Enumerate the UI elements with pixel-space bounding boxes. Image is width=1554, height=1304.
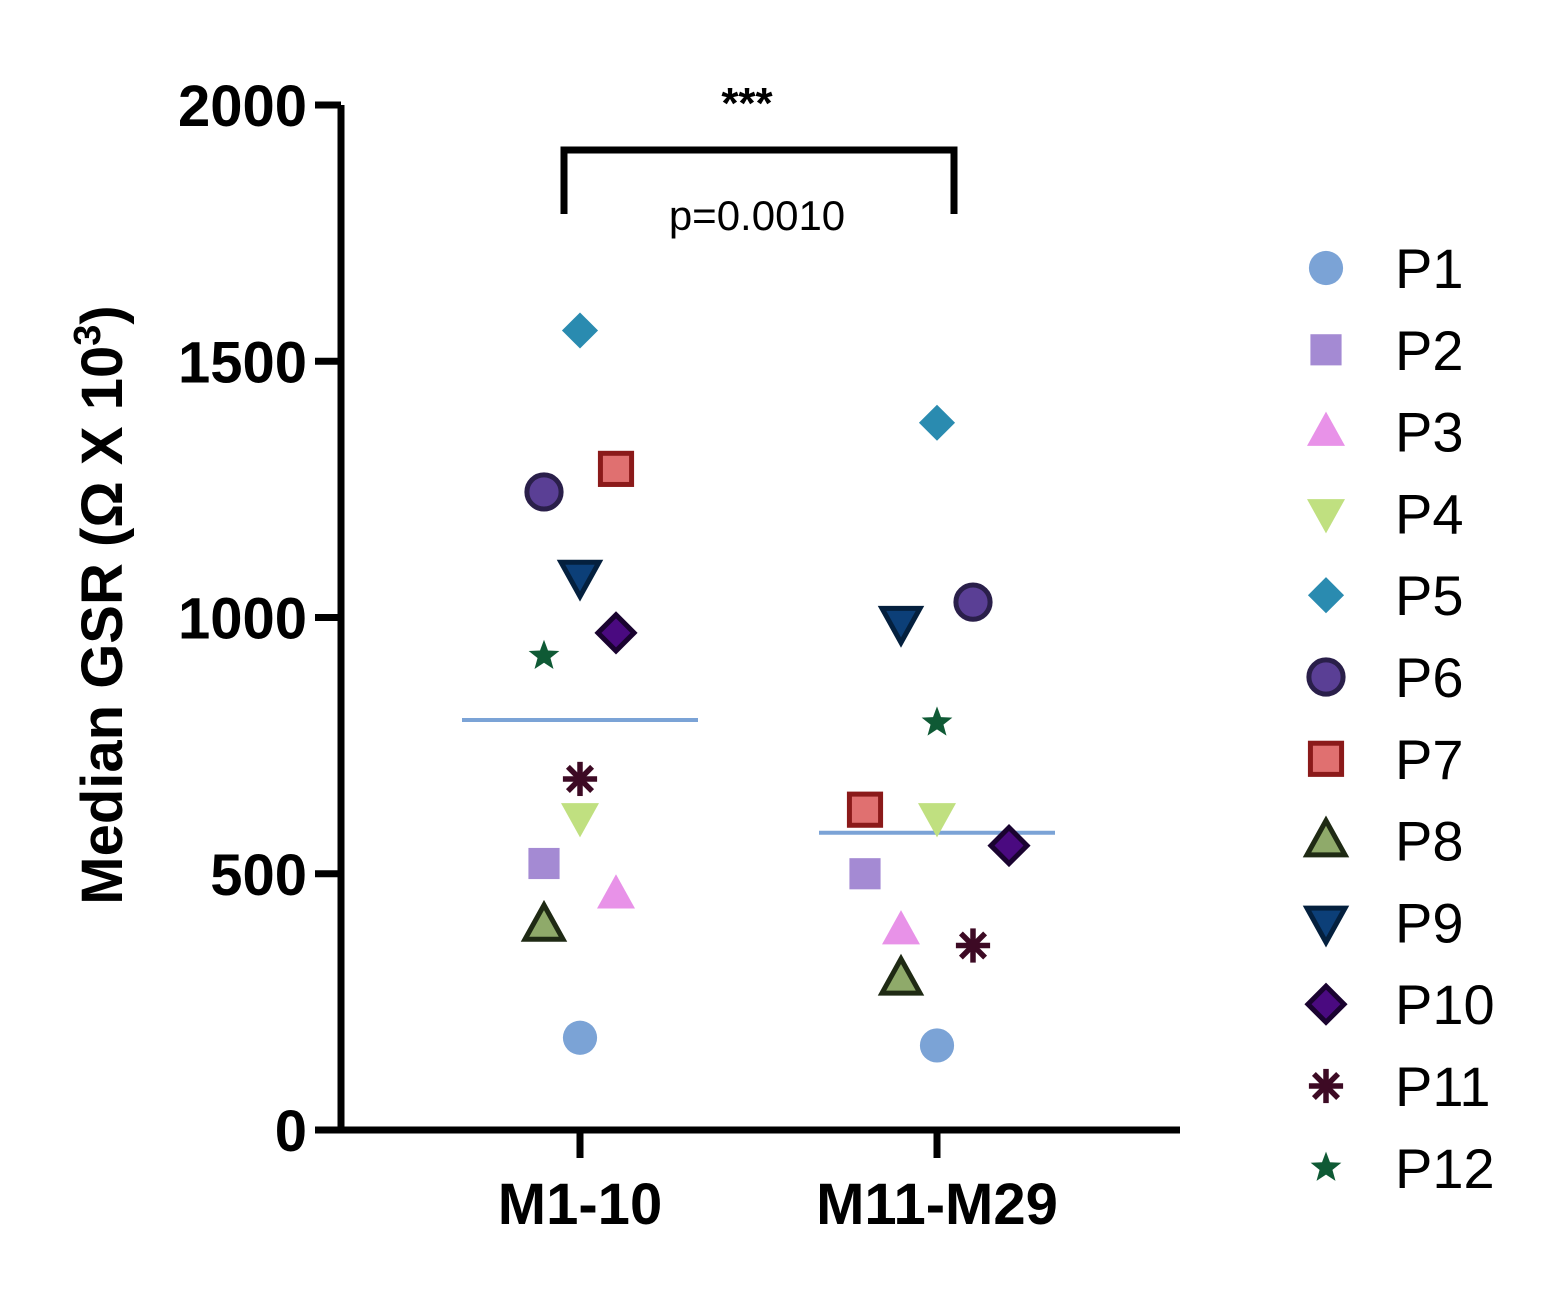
- legend-label-p10: P10: [1395, 973, 1495, 1036]
- y-axis-title-close: ): [70, 305, 135, 324]
- data-point-p10: [987, 823, 1031, 868]
- data-point-p2: [528, 847, 560, 880]
- data-point-p7: [846, 791, 884, 828]
- legend-label-p12: P12: [1395, 1137, 1495, 1200]
- data-point-p8: [877, 953, 925, 996]
- legend-label-p5: P5: [1395, 564, 1464, 627]
- legend-marker-p7: [1307, 740, 1345, 777]
- y-axis-title: Median GSR (Ω X 103): [67, 305, 135, 904]
- p-value-label: p=0.0010: [669, 192, 845, 239]
- data-point-p6: [953, 582, 993, 622]
- legend-marker-p8: [1302, 815, 1350, 858]
- x-category-label: M11-M29: [816, 1172, 1058, 1237]
- legend-label-p4: P4: [1395, 482, 1464, 545]
- legend-label-p8: P8: [1395, 810, 1464, 873]
- legend-marker-p11: [1308, 1068, 1344, 1104]
- data-point-p6: [524, 472, 564, 512]
- significance-bracket: *** p=0.0010: [560, 79, 958, 239]
- y-tick-label: 1000: [178, 587, 307, 652]
- legend-marker-p9: [1302, 905, 1350, 948]
- legend-label-p1: P1: [1395, 237, 1464, 300]
- data-point-p9: [556, 559, 604, 602]
- x-ticks: M1-10 M11-M29: [498, 1130, 1058, 1237]
- legend-label-p11: P11: [1395, 1055, 1490, 1118]
- legend-marker-p2: [1310, 334, 1342, 366]
- legend-label-p2: P2: [1395, 319, 1464, 382]
- data-point-p11: [562, 761, 598, 797]
- y-tick-label: 0: [275, 1099, 307, 1164]
- legend-marker-p4: [1307, 499, 1345, 534]
- data-point-p5: [918, 404, 956, 441]
- median-lines: [462, 718, 1055, 835]
- data-point-p4: [561, 803, 599, 838]
- y-ticks: 0 500 1000 1500 2000: [178, 74, 341, 1164]
- data-point-p8: [520, 899, 568, 942]
- legend-marker-p12: [1310, 1151, 1342, 1181]
- legend-label-p3: P3: [1395, 401, 1464, 464]
- data-point-p1: [919, 1028, 955, 1063]
- y-axis-title-superscript: 3: [67, 325, 109, 346]
- data-point-p10: [594, 611, 638, 655]
- x-category-label: M1-10: [498, 1172, 662, 1237]
- data-point-p9: [877, 605, 925, 648]
- data-point-p1: [562, 1020, 598, 1055]
- data-point-p2: [849, 858, 881, 890]
- data-point-p11: [955, 928, 991, 963]
- axes: [337, 105, 1180, 1134]
- y-axis-title-main: Median GSR (Ω X 10: [70, 346, 135, 905]
- y-tick-label: 500: [210, 843, 307, 908]
- legend-label-p9: P9: [1395, 891, 1464, 954]
- data-point-p7: [597, 450, 635, 487]
- data-point-p5: [561, 312, 599, 349]
- legend-marker-p3: [1307, 411, 1345, 446]
- legend-label-p6: P6: [1395, 646, 1464, 709]
- bracket-line: [560, 146, 958, 214]
- y-tick-label: 1500: [178, 330, 307, 395]
- data-point-p3: [597, 874, 635, 909]
- legend-marker-p6: [1306, 657, 1346, 697]
- data-point-p4: [918, 803, 956, 838]
- data-point-p12: [921, 706, 953, 736]
- legend: P1 P2 P3 P4 P5 P6 P7 P8 P9 P10 P11 P12: [1302, 237, 1495, 1200]
- legend-marker-p1: [1308, 250, 1344, 286]
- legend-label-p7: P7: [1395, 728, 1464, 791]
- data-points: [520, 312, 1031, 1063]
- legend-marker-p10: [1304, 982, 1348, 1026]
- significance-stars: ***: [721, 79, 773, 128]
- y-tick-label: 2000: [178, 74, 307, 139]
- data-point-p3: [882, 910, 920, 945]
- data-point-p12: [528, 639, 560, 670]
- legend-marker-p5: [1307, 577, 1345, 614]
